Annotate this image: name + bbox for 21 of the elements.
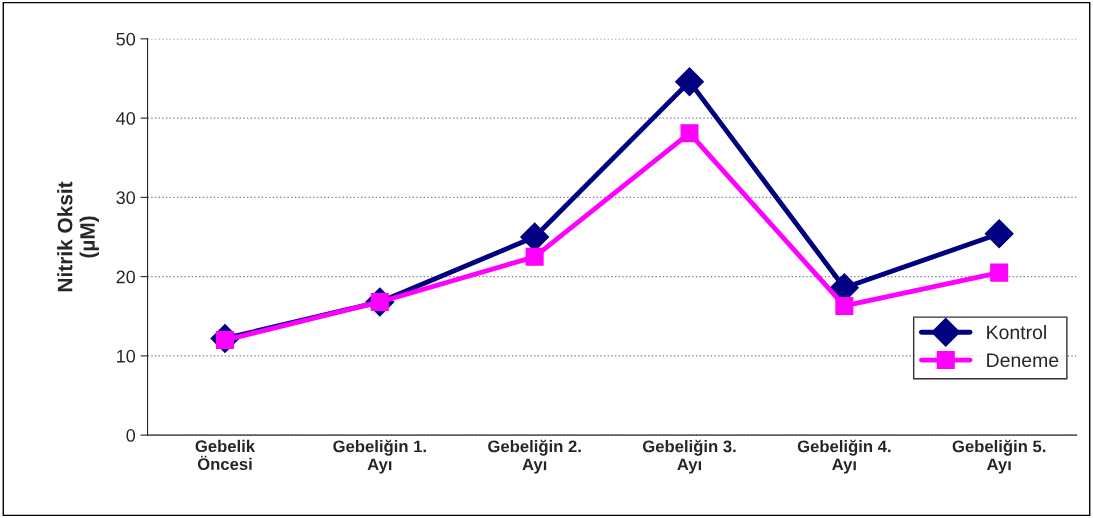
y-tick-label: 0 — [126, 429, 136, 442]
x-tick-label: Gebeliğin 4. Ayı — [797, 439, 891, 474]
point — [680, 124, 699, 143]
y-tick-label: 40 — [116, 112, 136, 125]
legend-label: Kontrol — [987, 324, 1046, 340]
legend-label: Deneme — [987, 353, 1059, 368]
point — [675, 67, 704, 97]
point — [835, 296, 854, 315]
x-tick-label: Gebelik Öncesi — [195, 439, 256, 471]
y-tick-label: 30 — [116, 191, 136, 205]
x-tick-label: Gebeliğin 5. Ayı — [952, 439, 1046, 474]
y-axis-title: Nitrik Oksit (µM) — [57, 181, 99, 292]
y-tick-label: 10 — [117, 349, 136, 363]
y-tick-label: 50 — [116, 32, 136, 46]
x-tick-label: Gebeliğin 3. Ayı — [642, 439, 736, 474]
x-tick-label: Gebeliğin 2. Ayı — [488, 439, 581, 474]
point — [525, 247, 544, 266]
x-tick-label: Gebeliğin 1. Ayı — [333, 439, 426, 474]
point — [984, 219, 1014, 249]
y-tick-label: 20 — [116, 270, 136, 284]
point — [990, 263, 1009, 282]
